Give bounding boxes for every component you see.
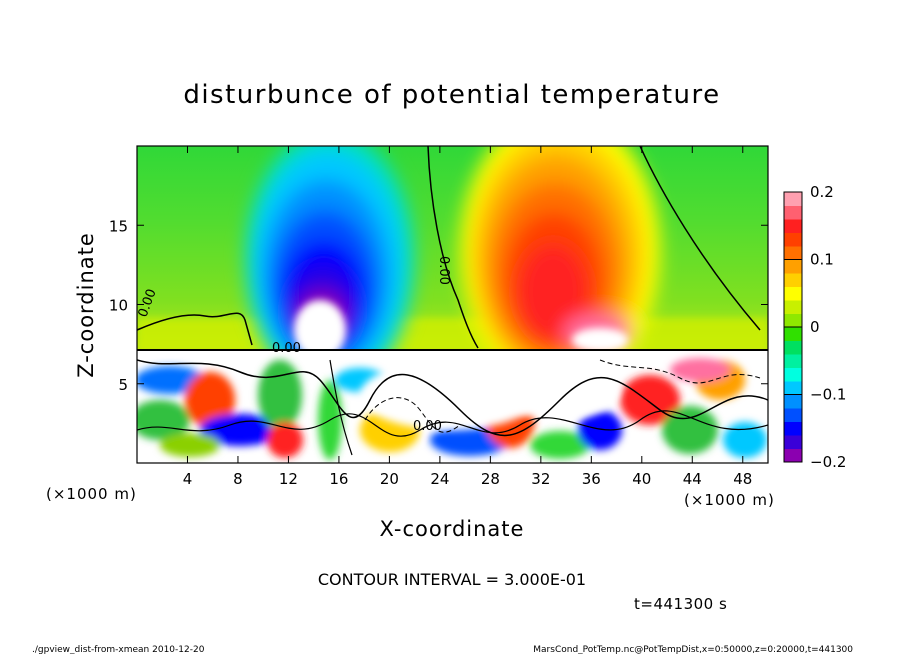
x-tick-label: 20 <box>380 470 399 488</box>
contour-label: 0.00 <box>413 419 442 434</box>
contour-label: 0.00 <box>436 256 451 285</box>
x-tick-label: 16 <box>329 470 348 488</box>
colorbar-swatch <box>784 246 802 260</box>
x-tick-label: 8 <box>233 470 243 488</box>
colorbar-ticks: 0.2 0.1 0 −0.1 −0.2 <box>784 183 846 471</box>
colorbar-tick-label: −0.2 <box>810 453 846 471</box>
plot-area-lower <box>137 350 768 463</box>
footer-right: MarsCond_PotTemp.nc@PotTempDist,x=0:5000… <box>533 645 853 654</box>
colorbar-swatch <box>784 300 802 314</box>
x-tick-label: 4 <box>183 470 193 488</box>
colorbar-swatch <box>784 367 802 382</box>
colorbar-swatch <box>784 192 802 206</box>
x-axis-label: X-coordinate <box>380 517 525 541</box>
time-label: t=441300 s <box>634 595 727 613</box>
y-tick-label: 10 <box>109 297 128 315</box>
colorbar-swatch <box>784 273 802 287</box>
x-tick-label: 44 <box>683 470 702 488</box>
x-tick-label: 28 <box>481 470 500 488</box>
x-tick-label: 40 <box>632 470 651 488</box>
x-tick-label: 36 <box>582 470 601 488</box>
colorbar-tick-label: 0.1 <box>810 251 834 269</box>
colorbar-swatch <box>784 327 802 341</box>
colorbar-tick-label: −0.1 <box>810 386 846 404</box>
colorbar-swatch <box>784 219 802 233</box>
colorbar-swatch <box>784 448 802 463</box>
colorbar-swatch <box>784 435 802 449</box>
colorbar-swatch <box>784 421 802 436</box>
colorbar-swatch <box>784 394 802 409</box>
x-axis: 4 8 12 16 20 24 28 32 36 40 44 48 <box>183 146 752 488</box>
contour-interval: CONTOUR INTERVAL = 3.000E-01 <box>318 570 586 589</box>
colorbar-swatch <box>784 354 802 368</box>
x-unit-right: (×1000 m) <box>684 491 775 509</box>
y-tick-label: 15 <box>109 217 128 235</box>
y-axis: 5 10 15 <box>109 217 768 394</box>
colorbar-swatch <box>784 340 802 355</box>
colorbar-tick-label: 0 <box>810 318 820 336</box>
x-tick-label: 24 <box>430 470 449 488</box>
colorbar-swatch <box>784 232 802 247</box>
x-tick-label: 32 <box>531 470 550 488</box>
plot-area-upper <box>137 146 768 352</box>
warm-anomaly <box>460 146 660 352</box>
colorbar-swatch <box>784 313 802 328</box>
colorbar-swatch <box>784 259 802 274</box>
chart-title: disturbunce of potential temperature <box>183 80 720 110</box>
colorbar-tick-label: 0.2 <box>810 183 834 201</box>
colorbar-swatch <box>784 408 802 422</box>
y-axis-label: Z-coordinate <box>74 232 98 378</box>
x-unit-left: (×1000 m) <box>46 485 137 503</box>
contour-label: 0.00 <box>272 341 301 356</box>
y-tick-label: 5 <box>118 376 128 394</box>
footer-left: ./gpview_dist-from-xmean 2010-12-20 <box>32 645 205 654</box>
colorbar-swatch <box>784 286 802 301</box>
x-tick-label: 48 <box>733 470 752 488</box>
colorbar-swatch <box>784 205 802 220</box>
x-tick-label: 12 <box>279 470 298 488</box>
colorbar-swatch <box>784 381 802 395</box>
